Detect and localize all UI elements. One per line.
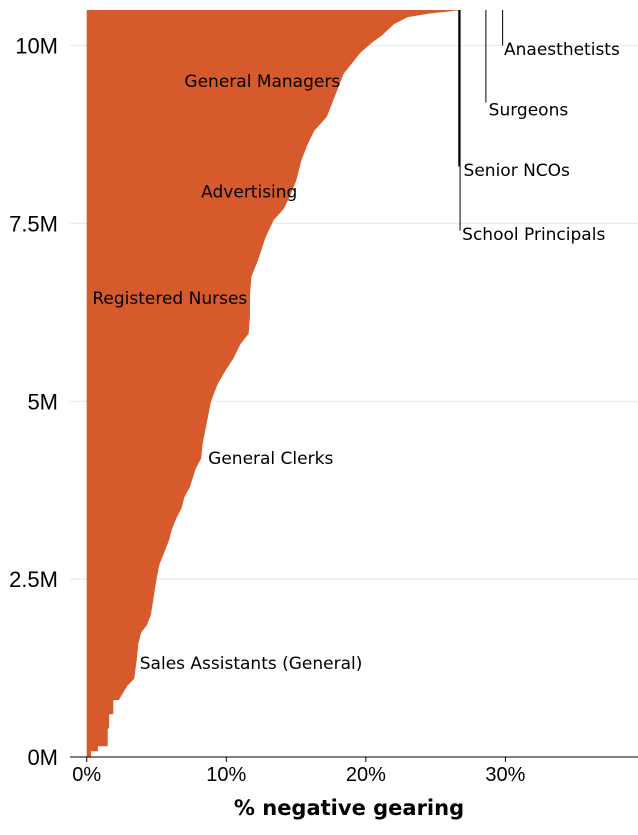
axes (70, 756, 638, 762)
y-tick-label: 2.5M (9, 567, 58, 592)
x-tick-label: 30% (485, 764, 525, 786)
annotation-label: Surgeons (489, 101, 569, 121)
annotation-label: Registered Nurses (92, 289, 247, 309)
x-tick-label: 20% (346, 764, 386, 786)
annotation-label: Anaesthetists (504, 40, 620, 60)
annotation-label: General Managers (184, 72, 340, 92)
area-series (86, 10, 461, 757)
annotation-label: Sales Assistants (General) (140, 654, 363, 674)
annotation-label: General Clerks (208, 449, 333, 469)
y-tick-label: 10M (15, 34, 58, 59)
y-tick-label: 7.5M (9, 211, 58, 236)
x-axis-title: % negative gearing (234, 796, 464, 820)
annotations: Anaesthetists Surgeons Senior NCOs School P… (92, 10, 620, 674)
annotation-label: Senior NCOs (464, 161, 571, 181)
y-tick-label: 5M (27, 389, 58, 414)
x-tick-labels: 0% 10% 20% 30% (72, 764, 525, 786)
annotation-label: School Principals (462, 225, 605, 245)
x-tick-label: 0% (72, 764, 101, 786)
y-tick-labels: 0M 2.5M 5M 7.5M 10M (9, 34, 58, 770)
x-tick-label: 10% (206, 764, 246, 786)
area-fill (86, 10, 461, 757)
annotation-label: Advertising (201, 182, 297, 202)
y-tick-label: 0M (27, 745, 58, 770)
